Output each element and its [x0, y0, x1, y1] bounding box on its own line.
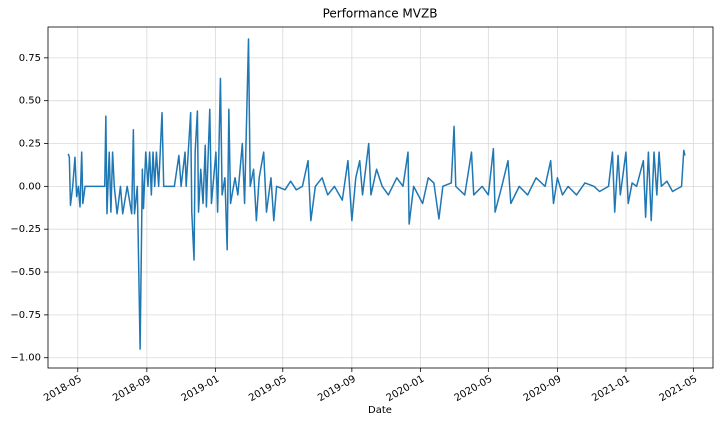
y-tick-label: −0.75	[10, 310, 41, 321]
y-tick-label: −1.00	[10, 353, 41, 364]
x-tick-label: 2020-05	[453, 374, 495, 404]
x-tick-label: 2019-05	[247, 374, 289, 404]
data-line	[67, 38, 686, 350]
x-tick-label: 2021-01	[590, 374, 632, 404]
plot-frame	[47, 26, 714, 369]
y-tick-label: 0.75	[19, 53, 41, 64]
x-tick-label: 2020-01	[385, 374, 427, 404]
y-tick-label: 0.00	[19, 181, 41, 192]
y-tick-label: −0.25	[10, 224, 41, 235]
x-tick-label: 2021-05	[658, 374, 700, 404]
chart-title: Performance MVZB	[323, 7, 438, 21]
x-tick-label: 2020-09	[522, 374, 564, 404]
y-tick-label: 0.25	[19, 139, 41, 150]
x-tick-label: 2018-05	[42, 374, 84, 404]
y-tick-label: −0.50	[10, 267, 41, 278]
x-tick-label: 2018-09	[111, 374, 153, 404]
y-tick-label: 0.50	[19, 96, 41, 107]
x-tick-label: 2019-09	[316, 374, 358, 404]
x-tick-label: 2019-01	[180, 374, 222, 404]
x-axis-label: Date	[368, 405, 392, 416]
